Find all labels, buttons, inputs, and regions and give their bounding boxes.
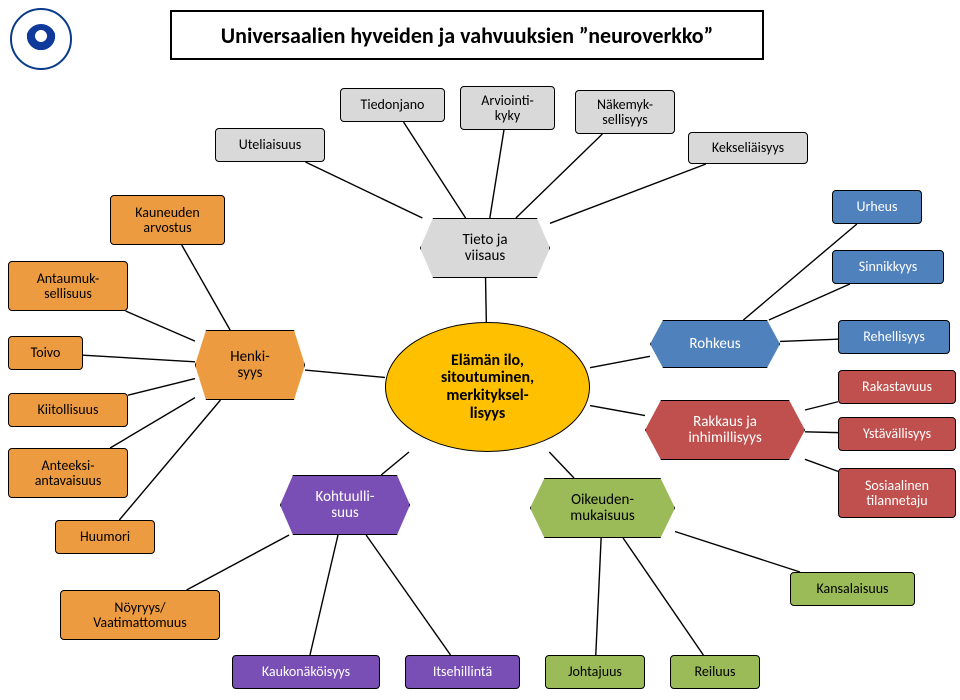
edge-tieto-nakemyksellisyys [516, 134, 602, 218]
edge-kohtuullisuus-itsehillinta [366, 535, 450, 655]
node-sosiaalinen: Sosiaalinentilannetaju [838, 468, 956, 518]
node-oikeudenmukaisuus: Oikeuden-mukaisuus [530, 478, 675, 538]
edge-rohkeus-sinnikkyys [769, 284, 850, 320]
node-uteliaisuus: Uteliaisuus [215, 128, 325, 162]
node-reiluus: Reiluus [670, 655, 760, 689]
node-kauneuden: Kauneudenarvostus [110, 195, 225, 245]
node-rehellisyys: Rehellisyys [838, 320, 950, 354]
node-kansalaisuus: Kansalaisuus [790, 572, 915, 606]
node-anteeksiantavaisuus: Anteeksi-antavaisuus [8, 448, 128, 498]
edge-tieto-tiedonjano [403, 122, 465, 218]
edge-oikeudenmukaisuus-johtajuus [596, 538, 601, 655]
edge-rohkeus-rehellisyys [780, 339, 838, 341]
node-noyryys: Nöyryys/Vaatimattomuus [60, 590, 220, 640]
edge-tieto-elama [486, 278, 487, 322]
edge-kohtuullisuus-kaukonakoisyys [310, 535, 338, 655]
edge-rakkaus-sosiaalinen [805, 459, 838, 471]
node-urheus: Urheus [832, 190, 922, 224]
node-kohtuullisuus: Kohtuulli-suus [280, 475, 410, 535]
edge-henkisyys-kauneuden [182, 245, 230, 330]
node-henkisyys: Henki-syys [195, 330, 305, 400]
node-rohkeus: Rohkeus [650, 320, 780, 368]
node-kekseliaisyys: Kekseliäisyys [688, 132, 808, 164]
edge-rakkaus-rakastavuus [805, 402, 838, 410]
node-tieto: Tieto javiisaus [420, 218, 550, 278]
node-sinnikkyys: Sinnikkyys [832, 250, 944, 284]
edge-tieto-arviointikyky [490, 130, 504, 218]
edge-henkisyys-toivo [83, 355, 195, 362]
diagram-stage: Universaalien hyveiden ja vahvuuksien ”n… [0, 0, 960, 700]
node-tiedonjano: Tiedonjano [340, 88, 445, 122]
node-arviointikyky: Arviointi-kyky [460, 86, 555, 130]
edge-tieto-kekseliaisyys [550, 164, 706, 223]
edge-henkisyys-antaumuksellisuus [126, 311, 195, 341]
edge-oikeudenmukaisuus-kansalaisuus [675, 531, 800, 572]
logo-badge [10, 8, 72, 70]
node-toivo: Toivo [8, 336, 83, 370]
edge-tieto-uteliaisuus [305, 162, 422, 218]
node-kiitollisuus: Kiitollisuus [8, 393, 128, 427]
node-itsehillinta: Itsehillintä [405, 655, 520, 689]
edge-rakkaus-ystavallisyys [805, 432, 838, 433]
edge-rakkaus-elama [590, 406, 645, 416]
node-nakemyksellisyys: Näkemyk-sellisyys [575, 90, 675, 134]
edge-rohkeus-elama [590, 356, 650, 367]
node-elama: Elämän ilo,sitoutuminen,merkityksel-lisy… [385, 322, 590, 452]
diagram-title: Universaalien hyveiden ja vahvuuksien ”n… [170, 10, 764, 60]
logo-inner [26, 24, 56, 54]
edge-oikeudenmukaisuus-elama [549, 452, 574, 478]
node-rakastavuus: Rakastavuus [838, 370, 956, 404]
node-rakkaus: Rakkaus jainhimillisyys [645, 400, 805, 460]
edge-henkisyys-kiitollisuus [128, 379, 195, 396]
node-huumori: Huumori [55, 520, 155, 554]
node-ystavallisyys: Ystävällisyys [838, 417, 956, 451]
node-kaukonakoisyys: Kaukonäköisyys [232, 655, 380, 689]
node-johtajuus: Johtajuus [545, 655, 645, 689]
node-antaumuksellisuus: Antaumuk-sellisuus [8, 261, 128, 311]
edge-oikeudenmukaisuus-reiluus [623, 538, 703, 655]
edge-kohtuullisuus-noyryys [187, 535, 290, 590]
edge-kohtuullisuus-elama [381, 452, 409, 475]
edge-henkisyys-elama [305, 370, 385, 377]
edge-henkisyys-huumori [119, 400, 220, 520]
